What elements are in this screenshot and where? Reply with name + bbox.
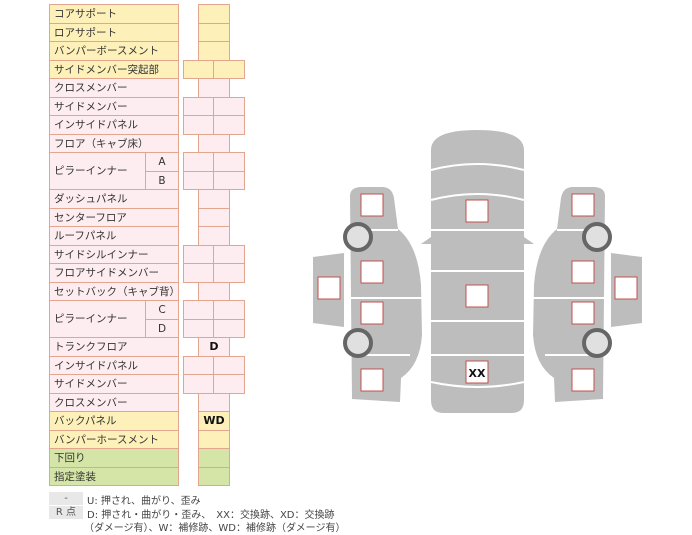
damage-marker-box[interactable] bbox=[571, 260, 595, 284]
car-top-mirror-left bbox=[421, 237, 431, 244]
damage-marker-box[interactable] bbox=[571, 301, 595, 325]
row-label: クロスメンバー bbox=[49, 78, 179, 98]
wheel-icon bbox=[582, 222, 612, 252]
legend-tag-dash: - bbox=[49, 492, 83, 505]
row-label: インサイドパネル bbox=[49, 115, 179, 135]
wheels bbox=[343, 222, 612, 358]
legend-tag-r: R 点 bbox=[49, 506, 83, 519]
wheel-icon bbox=[343, 222, 373, 252]
row-label: サイドシルインナー bbox=[49, 244, 179, 264]
wheel-icon bbox=[343, 328, 373, 358]
damage-marker-box[interactable] bbox=[614, 276, 638, 300]
damage-marker-box[interactable] bbox=[465, 284, 489, 308]
damage-marker-box[interactable] bbox=[360, 193, 384, 217]
damage-marker-box[interactable] bbox=[317, 276, 341, 300]
legend-line-3: （ダメージ有）、W：補修跡、WD：補修跡（ダメージ有） bbox=[84, 523, 346, 534]
row-label: 指定塗装 bbox=[49, 466, 179, 486]
value-cell[interactable] bbox=[198, 466, 230, 486]
damage-marker-box[interactable] bbox=[360, 260, 384, 284]
row-sublabel: A bbox=[145, 152, 179, 172]
wheel-icon bbox=[582, 328, 612, 358]
row-label: センターフロア bbox=[49, 207, 179, 227]
damage-marker-box[interactable] bbox=[360, 368, 384, 392]
damage-marker-box[interactable] bbox=[360, 301, 384, 325]
row-label: サイドメンバー突起部 bbox=[49, 59, 179, 79]
row-sublabel: C bbox=[145, 300, 179, 320]
row-label: サイドメンバー bbox=[49, 96, 179, 116]
car-top-mirror-right bbox=[524, 237, 534, 244]
legend-line-1: U: 押され、曲がり、歪み bbox=[87, 496, 201, 507]
row-label: ピラーインナー bbox=[49, 152, 146, 190]
row-label: バンパーボースメント bbox=[49, 41, 179, 61]
row-label: クロスメンバー bbox=[49, 392, 179, 412]
damage-marker-box[interactable] bbox=[571, 368, 595, 392]
damage-marker-box[interactable] bbox=[571, 193, 595, 217]
row-label: ピラーインナー bbox=[49, 300, 146, 338]
row-label: フロアサイドメンバー bbox=[49, 263, 179, 283]
roof-rear-mark: XX bbox=[469, 367, 486, 380]
legend-line-2: D: 押され・曲がり・歪み、 XX：交換跡、XD：交換跡 bbox=[87, 510, 335, 521]
damage-marker-box[interactable] bbox=[465, 360, 489, 384]
value-cell[interactable]: WD bbox=[198, 411, 230, 431]
row-label: フロア（キャブ床） bbox=[49, 133, 179, 153]
row-label: サイドメンバー bbox=[49, 374, 179, 394]
damage-marker-box[interactable] bbox=[465, 199, 489, 223]
